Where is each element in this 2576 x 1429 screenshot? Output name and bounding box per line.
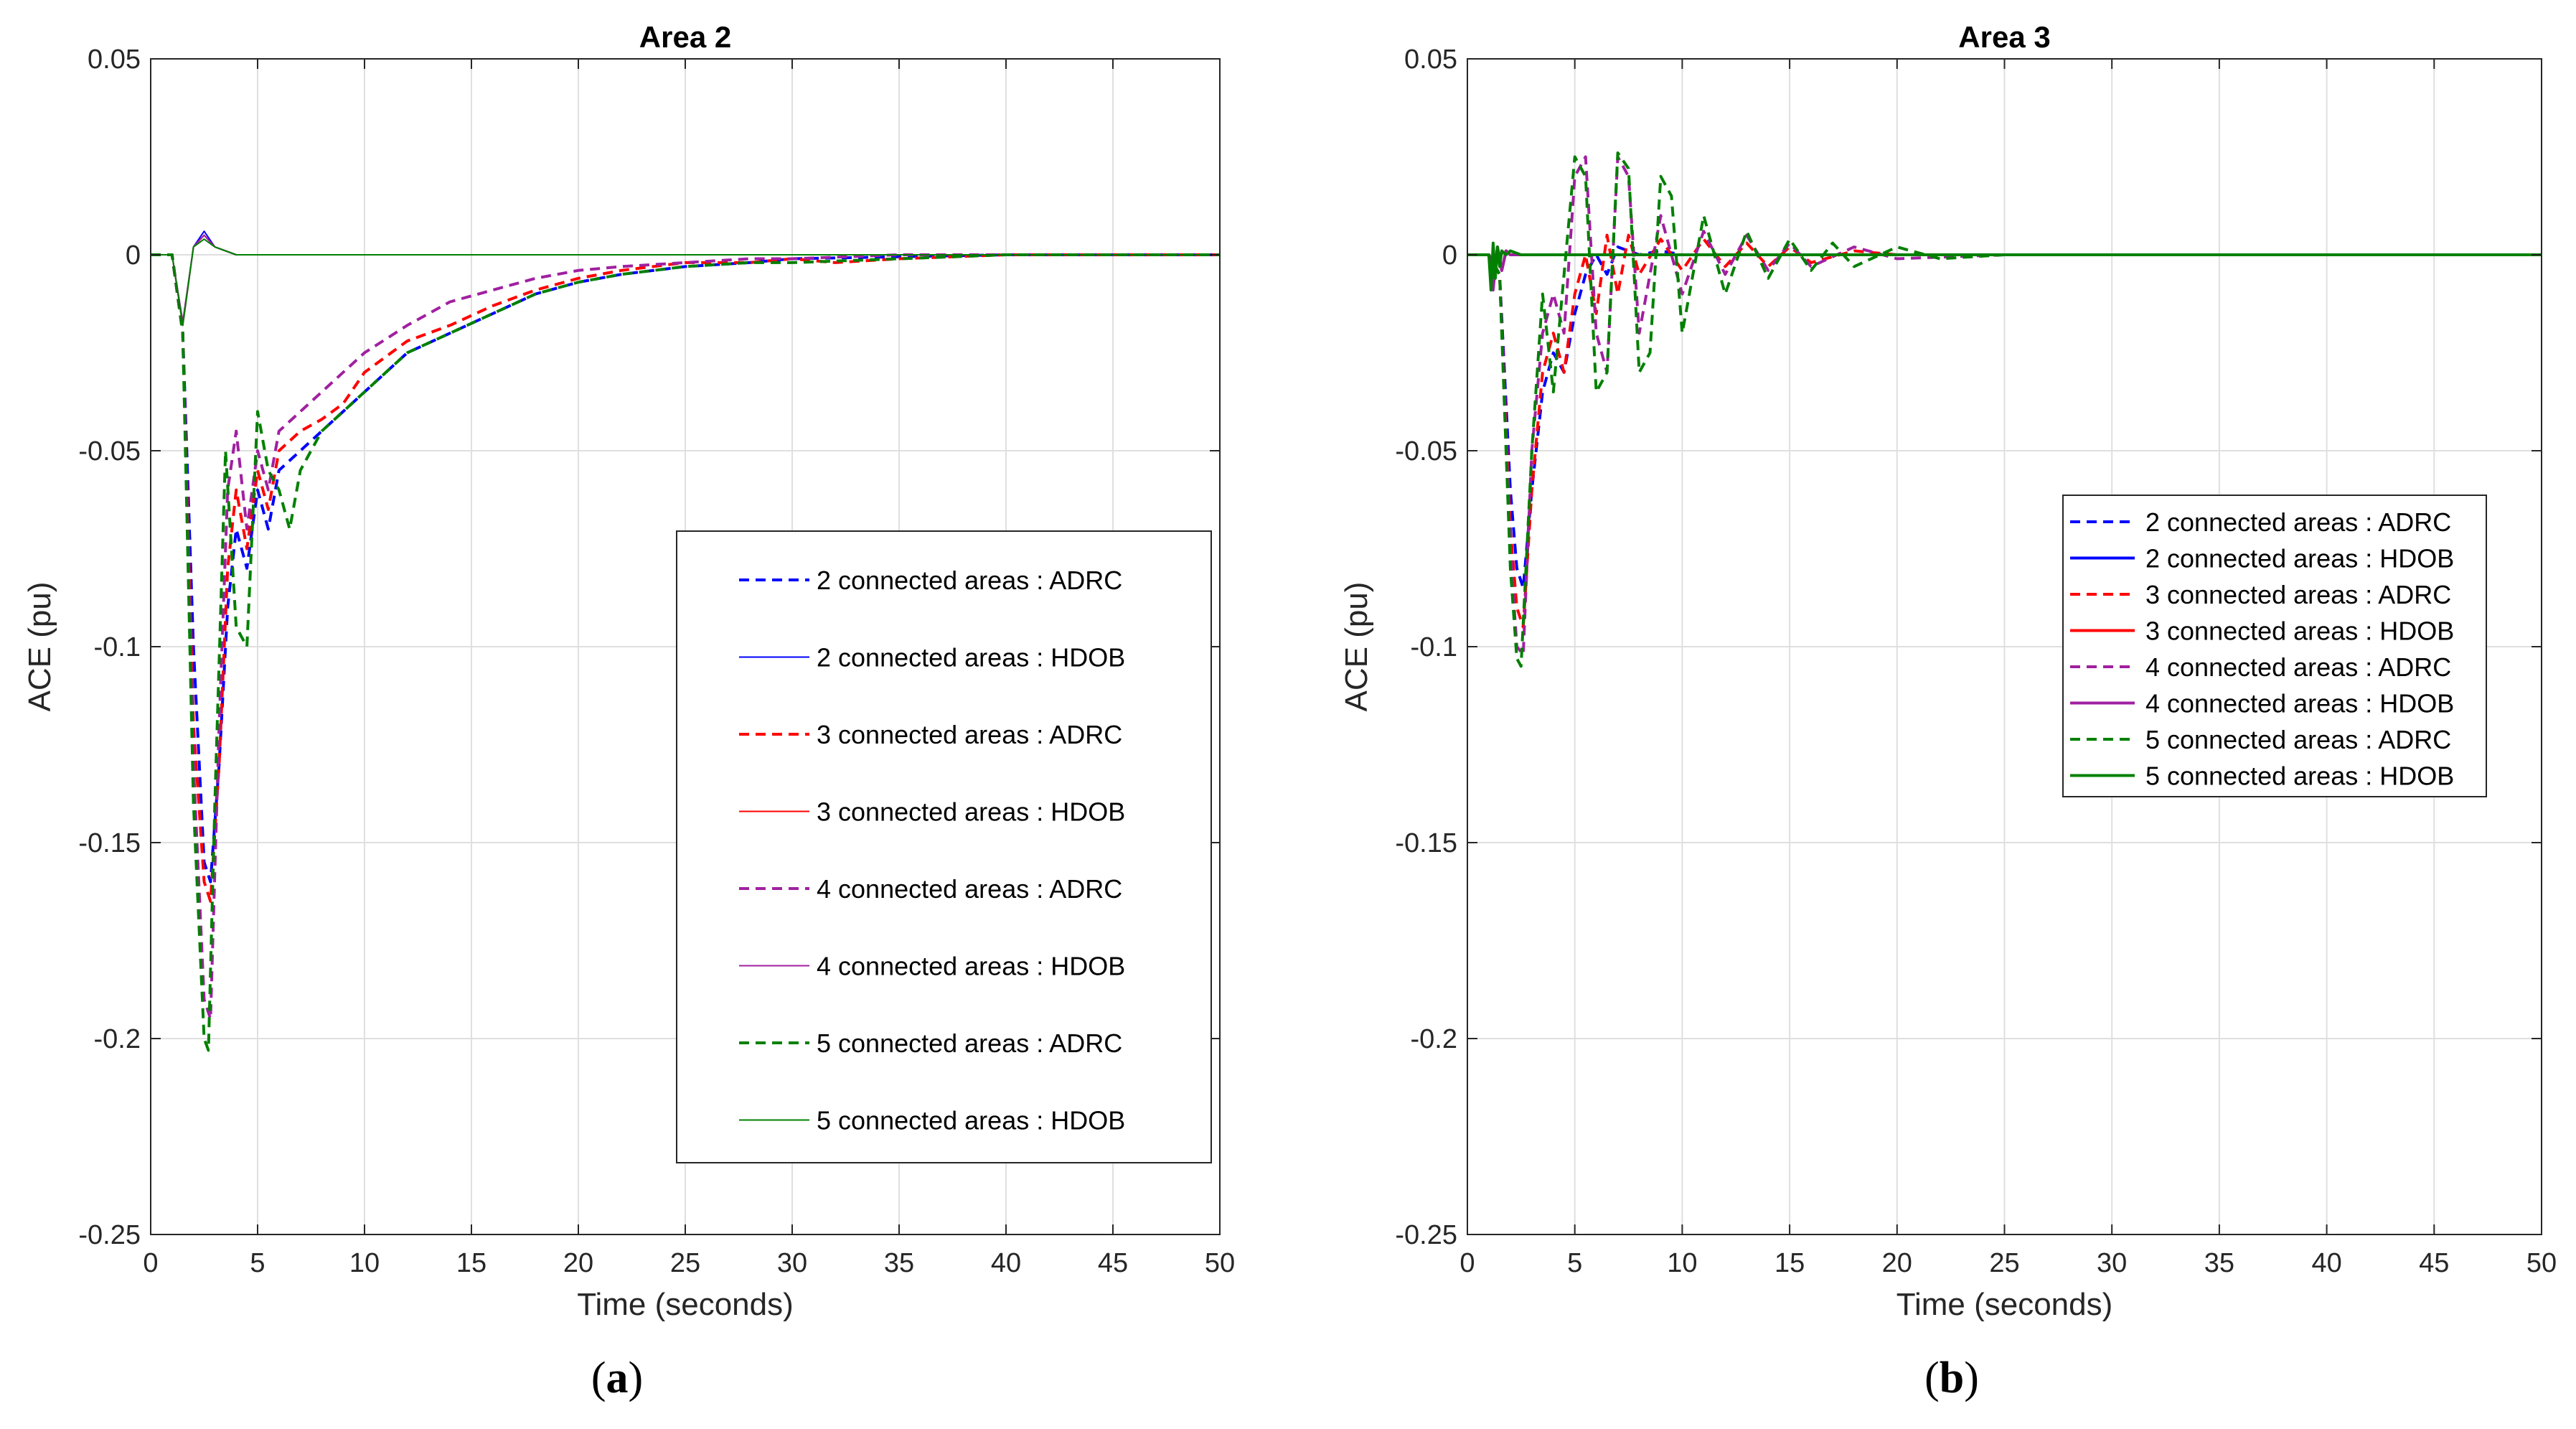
legend-entry: 2 connected areas : ADRC <box>2145 507 2451 537</box>
y-axis-label: ACE (pu) <box>22 582 57 712</box>
legend: 2 connected areas : ADRC 2 connected area… <box>2062 495 2487 797</box>
y-tick-label: -0.2 <box>1411 1024 1457 1054</box>
x-tick-label: 10 <box>1667 1248 1697 1278</box>
y-axis-label: ACE (pu) <box>1339 582 1374 712</box>
x-tick-label: 15 <box>1774 1248 1805 1278</box>
series-line-4 <box>151 253 1220 1021</box>
y-tick-label: 0 <box>1442 240 1457 271</box>
y-tick-label: -0.05 <box>78 436 141 467</box>
y-tick-label: -0.25 <box>1395 1220 1457 1250</box>
legend-entry: 3 connected areas : ADRC <box>2145 580 2451 609</box>
legend-entry: 2 connected areas : HDOB <box>2145 544 2454 573</box>
legend-entry: 3 connected areas : HDOB <box>817 797 1125 827</box>
legend-entry: 2 connected areas : ADRC <box>817 566 1122 595</box>
x-tick-label: 35 <box>884 1248 914 1278</box>
legend-box <box>676 530 1212 1163</box>
chart-area-2: 0 5 10 15 20 25 30 35 40 45 50 0.05 0 -0.05 -0.1 -0.15 -… <box>22 20 1235 1322</box>
legend-entry: 3 connected areas : HDOB <box>2145 617 2454 646</box>
series-line-4 <box>1467 155 2542 656</box>
x-tick-label: 40 <box>2311 1248 2341 1278</box>
chart-title: Area 3 <box>1958 20 2050 54</box>
panel-label-b: (b) <box>1924 1354 1979 1402</box>
series-group <box>1467 151 2542 668</box>
x-tick-label: 25 <box>1989 1248 2019 1278</box>
legend-entry: 4 connected areas : HDOB <box>817 952 1125 981</box>
legend-entry: 3 connected areas : ADRC <box>817 720 1122 749</box>
legend-entry: 4 connected areas : ADRC <box>817 874 1122 904</box>
chart-title: Area 2 <box>639 20 731 54</box>
series-line-0 <box>151 253 1220 884</box>
x-tick-label: 5 <box>250 1248 265 1278</box>
x-tick-label: 45 <box>1098 1248 1128 1278</box>
x-tick-label: 30 <box>777 1248 807 1278</box>
x-tick-label: 0 <box>1459 1248 1475 1278</box>
legend: 2 connected areas : ADRC 2 connected area… <box>676 530 1212 1163</box>
y-tick-label: -0.25 <box>78 1220 141 1250</box>
y-tick-label: 0.05 <box>1404 44 1457 75</box>
x-tick-label: 15 <box>456 1248 486 1278</box>
x-tick-label: 25 <box>670 1248 700 1278</box>
x-tick-label: 35 <box>2204 1248 2234 1278</box>
x-axis-label: Time (seconds) <box>1896 1287 2113 1322</box>
series-line-7 <box>1467 241 2542 292</box>
legend-box <box>2062 495 2487 797</box>
x-tick-label: 45 <box>2419 1248 2449 1278</box>
series-line-6 <box>151 253 1220 1052</box>
x-tick-label: 0 <box>143 1248 158 1278</box>
x-tick-label: 20 <box>563 1248 593 1278</box>
x-tick-label: 50 <box>1205 1248 1235 1278</box>
y-tick-label: -0.05 <box>1395 436 1457 467</box>
series-line-7 <box>151 238 1220 327</box>
y-tick-label: 0.05 <box>88 44 141 75</box>
x-tick-label: 5 <box>1567 1248 1582 1278</box>
x-axis-label: Time (seconds) <box>577 1287 794 1322</box>
legend-entry: 5 connected areas : ADRC <box>2145 725 2451 754</box>
y-tick-label: -0.1 <box>1411 632 1457 662</box>
legend-entry: 5 connected areas : ADRC <box>817 1029 1122 1058</box>
legend-entry: 5 connected areas : HDOB <box>2145 762 2454 791</box>
x-tick-label: 40 <box>991 1248 1021 1278</box>
x-tick-label: 20 <box>1882 1248 1912 1278</box>
y-tick-label: 0 <box>126 240 141 271</box>
series-group <box>151 230 1220 1052</box>
legend-entry: 5 connected areas : HDOB <box>817 1106 1125 1135</box>
y-tick-label: -0.2 <box>94 1024 141 1054</box>
x-tick-label: 10 <box>349 1248 380 1278</box>
panel-label-a: (a) <box>591 1354 643 1402</box>
x-tick-label: 50 <box>2526 1248 2557 1278</box>
chart-area-3: 0 5 10 15 20 25 30 35 40 45 50 0.05 0 -0.05 -0.1 -0.15 -… <box>1339 20 2557 1322</box>
y-tick-label: -0.15 <box>1395 828 1457 858</box>
x-tick-label: 30 <box>2097 1248 2127 1278</box>
y-tick-label: -0.1 <box>94 632 141 662</box>
legend-entry: 2 connected areas : HDOB <box>817 643 1125 673</box>
legend-entry: 4 connected areas : ADRC <box>2145 652 2451 682</box>
legend-entry: 4 connected areas : HDOB <box>2145 689 2454 718</box>
y-tick-label: -0.15 <box>78 828 141 858</box>
